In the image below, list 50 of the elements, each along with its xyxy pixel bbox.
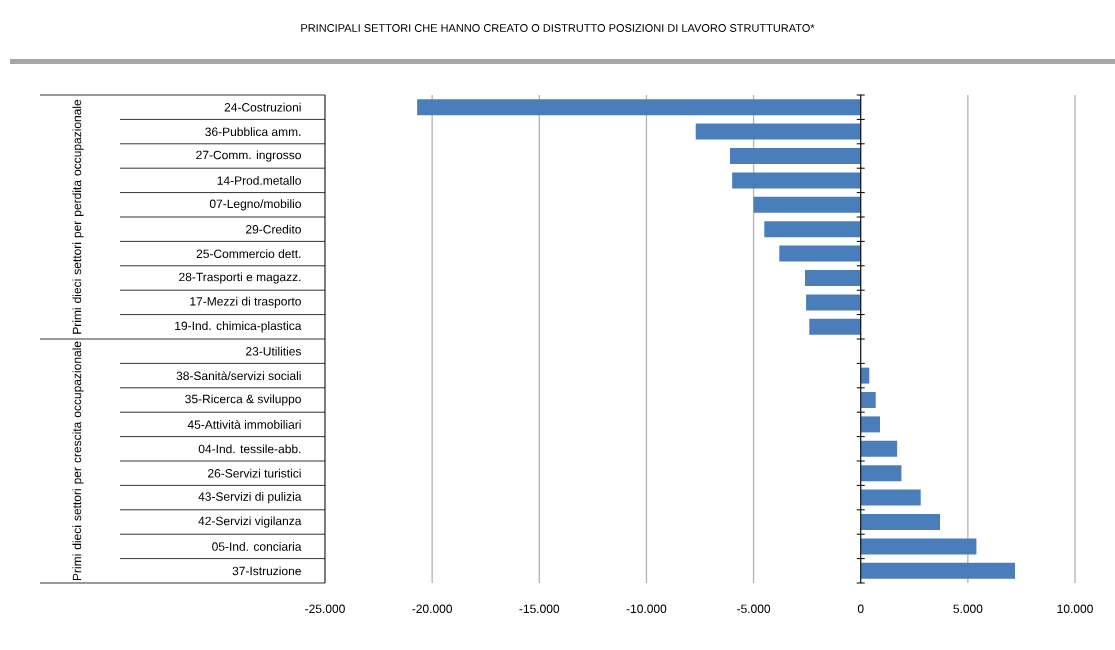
y-tick-label: 28-Trasporti e magazz.: [179, 272, 301, 284]
x-tick-label: 5.000: [953, 604, 983, 614]
bar: [860, 489, 921, 506]
bar: [860, 392, 876, 408]
y-tick-label: 45-Attività immobiliari: [187, 419, 301, 429]
bar: [779, 245, 861, 262]
bar: [860, 465, 902, 482]
y-tick-label: 14-Prod.metallo: [217, 176, 301, 185]
y-tick-label: 25-Commercio dett.: [196, 249, 301, 258]
x-tick-label: -20.000: [412, 604, 453, 614]
x-tick-label: -5.000: [737, 604, 771, 614]
bar: [805, 270, 861, 286]
bar: [806, 294, 861, 311]
bar: [860, 562, 1016, 579]
y-tick-label: 42-Servizi vigilanza: [198, 516, 302, 528]
bar: [730, 148, 861, 164]
bar: [417, 99, 861, 116]
x-tick-label: -25.000: [305, 604, 345, 614]
y-tick-label: 23-Utilities: [246, 346, 302, 356]
y-tick-label: 04-Ind. tessile-abb.: [198, 444, 301, 454]
y-tick-label: 36-Pubblica amm.: [205, 127, 301, 136]
y-tick-label: 43-Servizi di pulizia: [198, 492, 302, 504]
bar: [860, 416, 881, 433]
x-tick-label: -15.000: [519, 604, 560, 614]
y-tick-label: 07-Legno/mobilio: [209, 199, 301, 211]
y-tick-label: 24-Costruzioni: [224, 102, 301, 112]
y-tick-label: 17-Mezzi di trasporto: [190, 296, 301, 308]
bar: [732, 172, 861, 189]
y-tick-label: 19-Ind. chimica-plastica: [175, 321, 302, 333]
x-tick-label: -10.000: [626, 604, 667, 614]
bar: [860, 440, 898, 457]
bar: [695, 123, 861, 140]
y-tick-label: 05-Ind. conciaria: [212, 542, 302, 551]
y-tick-label: 35-Ricerca & sviluppo: [185, 394, 301, 406]
bar: [764, 221, 861, 238]
bar: [753, 196, 861, 213]
y-tick-label: 27-Comm. ingrosso: [196, 150, 301, 162]
bar: [860, 514, 941, 530]
text: Primi dieci settori per perdita occupazionale: [72, 99, 84, 334]
y-tick-label: 37-Istruzione: [232, 566, 301, 576]
x-tick-label: 0: [857, 604, 864, 614]
y-tick-label: 29-Credito: [246, 224, 301, 234]
bar: [809, 318, 861, 335]
bar: [860, 538, 977, 555]
x-tick-label: 10.000: [1057, 604, 1093, 614]
bar: [860, 367, 870, 384]
text: Primi dieci settori per crescita occupazionale: [72, 341, 84, 581]
chart-title: PRINCIPALI SETTORI CHE HANNO CREATO O DISTRUTTO POSIZIONI DI LAVORO STRUTTURATO*: [301, 24, 815, 32]
y-tick-label: 26-Servizi turistici: [208, 468, 301, 478]
y-tick-label: 38-Sanità/servizi sociali: [176, 371, 301, 381]
